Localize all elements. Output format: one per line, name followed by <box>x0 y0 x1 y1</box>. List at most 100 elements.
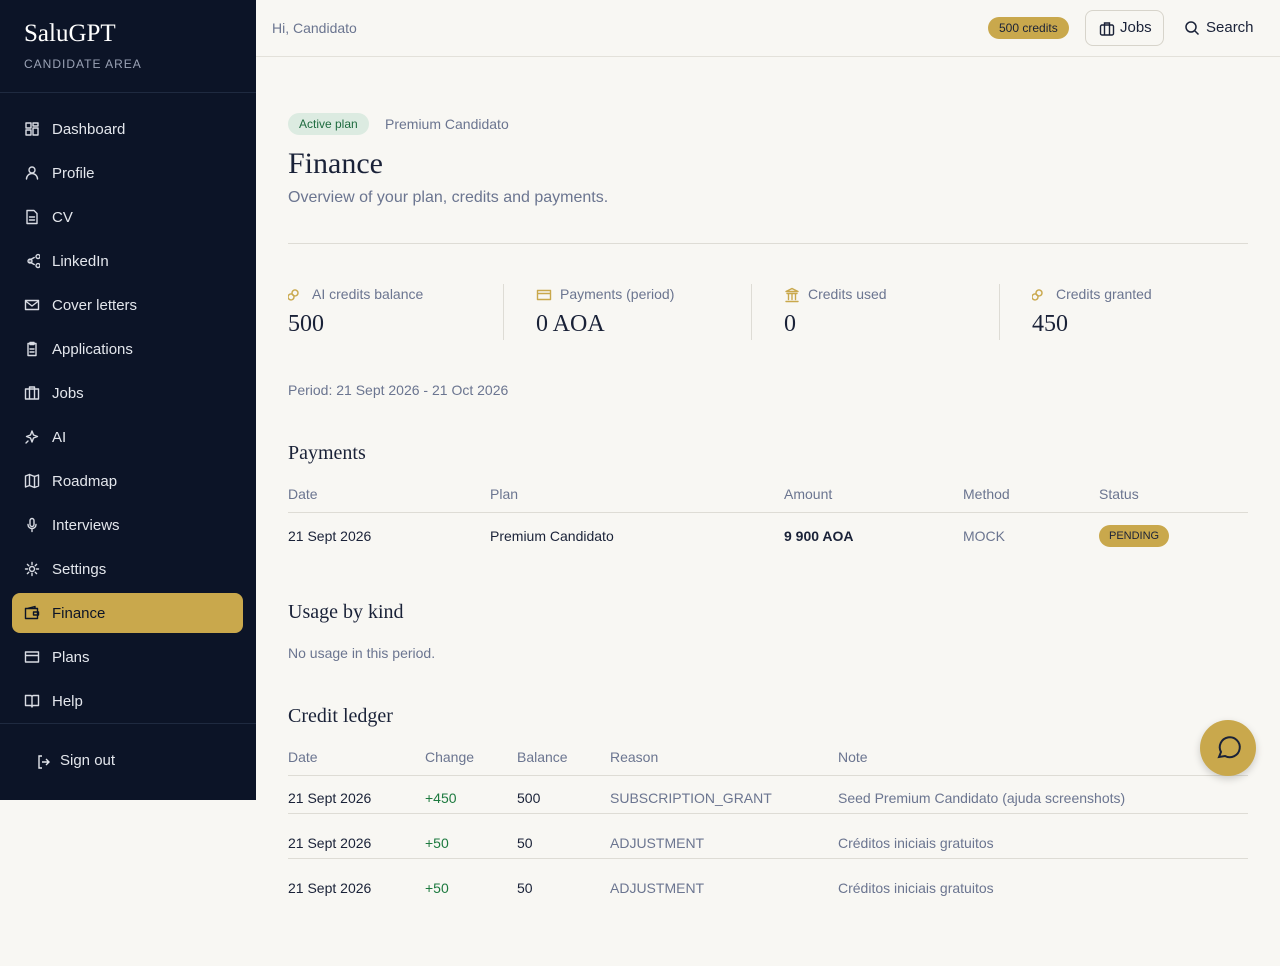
nav-label: Roadmap <box>52 472 118 490</box>
icon <box>24 299 40 311</box>
nav-item[interactable]: LinkedIn <box>12 241 243 281</box>
icon <box>27 517 37 533</box>
table-cell: 50 <box>517 835 533 851</box>
greeting: Hi, Candidato <box>272 20 357 36</box>
table-cell: Premium Candidato <box>490 528 614 544</box>
row-rule <box>288 858 1248 859</box>
nav-item[interactable]: Profile <box>12 153 243 193</box>
nav-label: Settings <box>52 560 107 578</box>
stat-content: Payments (period) 0 AOA <box>536 284 752 340</box>
table-rule <box>288 512 1248 513</box>
period: Period: 21 Sept 2026 - 21 Oct 2026 <box>288 382 509 398</box>
divider <box>288 243 1248 244</box>
table-rule <box>288 775 1248 776</box>
section-title: Credit ledger <box>288 705 393 727</box>
icon <box>785 287 799 303</box>
column-header: Note <box>838 749 868 765</box>
nav-item[interactable]: Applications <box>12 329 243 369</box>
stat-content: Credits used 0 <box>784 284 1000 340</box>
chat-button[interactable] <box>1200 720 1256 776</box>
search-button[interactable]: Search <box>1184 10 1254 46</box>
table-cell: ADJUSTMENT <box>610 835 705 851</box>
column-header: Reason <box>610 749 659 765</box>
stat-label: AI credits balance <box>312 286 424 302</box>
row-rule <box>288 813 1248 814</box>
table-cell: +450 <box>425 790 457 806</box>
page-title: Finance <box>288 147 383 180</box>
stat-label: Credits used <box>808 286 887 302</box>
stat-label: Credits granted <box>1056 286 1152 302</box>
table-cell: Créditos iniciais gratuitos <box>838 880 994 896</box>
nav-item[interactable]: Interviews <box>12 505 243 545</box>
icon <box>24 473 40 489</box>
table-cell: 9 900 AOA <box>784 528 854 544</box>
plan-badge: Active plan <box>288 113 369 135</box>
nav-item[interactable]: Cover letters <box>12 285 243 325</box>
sign-out[interactable]: Sign out <box>36 752 115 769</box>
nav-item[interactable]: Jobs <box>12 373 243 413</box>
icon <box>26 209 38 225</box>
column-header: Date <box>288 486 318 502</box>
stat-label: Payments (period) <box>560 286 675 302</box>
icon <box>24 651 40 663</box>
table-cell: PENDING <box>1099 525 1170 547</box>
stat-value: 500 <box>288 311 324 337</box>
nav-label: Help <box>52 692 83 710</box>
nav-label: Applications <box>52 340 133 358</box>
search-label: Search <box>1206 19 1254 36</box>
separator <box>0 92 256 93</box>
stat-content: AI credits balance 500 <box>288 284 504 340</box>
icon <box>24 561 40 577</box>
icon <box>24 386 40 400</box>
nav-label: Profile <box>52 164 95 182</box>
topbar: Hi, Candidato 500 credits Jobs Search <box>256 0 1280 57</box>
nav-label: Dashboard <box>52 120 126 138</box>
nav-item[interactable]: Dashboard <box>12 109 243 149</box>
icon <box>24 694 40 708</box>
sign-out-label: Sign out <box>60 752 116 769</box>
icon <box>536 289 552 301</box>
nav-label: Finance <box>52 604 106 622</box>
jobs-button[interactable]: Jobs <box>1085 10 1164 46</box>
table-cell: 21 Sept 2026 <box>288 835 372 851</box>
table-cell: 21 Sept 2026 <box>288 880 372 896</box>
nav-item[interactable]: Help <box>12 681 243 721</box>
nav-item[interactable]: Plans <box>12 637 243 677</box>
icon <box>25 430 39 444</box>
icon <box>288 289 299 301</box>
stat-card: Credits used 0 <box>751 284 999 340</box>
stat-value: 450 <box>1032 311 1068 337</box>
column-header: Change <box>425 749 475 765</box>
brand-subtitle: CANDIDATE AREA <box>24 57 142 71</box>
jobs-label: Jobs <box>1120 19 1152 36</box>
table-cell: 50 <box>517 880 533 896</box>
section-title: Usage by kind <box>288 601 404 623</box>
page-subtitle: Overview of your plan, credits and payme… <box>288 189 609 206</box>
column-header: Status <box>1099 486 1139 502</box>
nav-item[interactable]: AI <box>12 417 243 457</box>
table-cell: Créditos iniciais gratuitos <box>838 835 994 851</box>
table-cell: 21 Sept 2026 <box>288 790 372 806</box>
column-header: Date <box>288 749 318 765</box>
table-cell: +50 <box>425 835 449 851</box>
nav-label: Cover letters <box>52 296 138 314</box>
icon <box>24 605 40 620</box>
stat-card: AI credits balance 500 <box>288 284 536 340</box>
icon <box>27 253 40 269</box>
table-cell: 500 <box>517 790 541 806</box>
nav-item[interactable]: CV <box>12 197 243 237</box>
nav-item[interactable]: Settings <box>12 549 243 589</box>
icon <box>27 341 37 357</box>
table-cell: 21 Sept 2026 <box>288 528 372 544</box>
nav-item[interactable]: Finance <box>12 593 243 633</box>
table-cell: Seed Premium Candidato (ajuda screenshot… <box>838 790 1126 806</box>
nav-item[interactable]: Roadmap <box>12 461 243 501</box>
column-header: Balance <box>517 749 568 765</box>
icon <box>1032 289 1043 301</box>
stat-content: Credits granted 450 <box>1032 284 1248 340</box>
nav-label: Plans <box>52 648 90 666</box>
credits-badge: 500 credits <box>988 17 1069 39</box>
table-cell: ADJUSTMENT <box>610 880 705 896</box>
table-cell: MOCK <box>963 528 1005 544</box>
